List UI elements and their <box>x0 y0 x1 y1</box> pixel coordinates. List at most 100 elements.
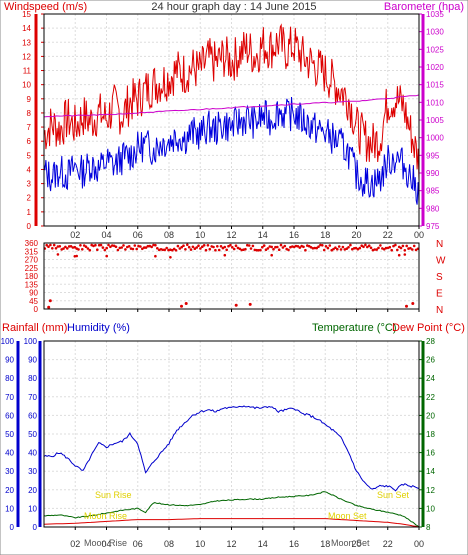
direction-point <box>298 246 302 249</box>
direction-outlier-point <box>405 304 408 308</box>
temp-tick-label: 26 <box>426 356 435 365</box>
wind-plot-ticks: 0123456789101112131415975980985990995100… <box>22 10 444 240</box>
humidity-tick-label: 10 <box>28 504 37 513</box>
direction-point <box>390 248 394 252</box>
direction-point <box>322 248 326 252</box>
direction-point <box>178 247 182 250</box>
x-tick-label: 14 <box>258 230 268 240</box>
right-tick-label: 1015 <box>426 81 444 90</box>
direction-tick-label: 360 <box>25 239 39 248</box>
direction-point <box>412 244 416 248</box>
direction-outlier-point <box>48 299 52 303</box>
direction-point <box>54 247 58 250</box>
direction-point <box>264 248 268 251</box>
x-tick-label: 04 <box>101 539 111 549</box>
direction-point <box>354 246 358 250</box>
direction-tick-label: 45 <box>29 297 38 306</box>
left-tick-label: 1 <box>27 208 32 217</box>
direction-point <box>225 248 228 252</box>
direction-point <box>69 245 73 248</box>
x-tick-label: 00 <box>414 230 424 240</box>
left-tick-label: 8 <box>27 109 32 118</box>
direction-tick-label: 270 <box>25 256 39 265</box>
direction-point <box>379 244 382 247</box>
chart-title: 24 hour graph day : 14 June 2015 <box>151 1 316 13</box>
direction-point <box>367 244 371 247</box>
direction-point <box>124 248 127 251</box>
direction-point <box>150 245 153 249</box>
humidity-tick-label: 30 <box>28 467 37 476</box>
direction-point <box>88 248 92 252</box>
compass-label: S <box>436 272 443 283</box>
direction-point <box>81 248 84 251</box>
right-tick-label: 1000 <box>426 134 444 143</box>
direction-point <box>257 249 260 252</box>
direction-point <box>187 245 191 249</box>
direction-point <box>101 246 105 249</box>
right-tick-label: 1005 <box>426 116 444 125</box>
direction-point <box>409 246 412 250</box>
direction-point <box>171 248 174 252</box>
direction-point <box>266 247 270 250</box>
direction-point <box>199 247 202 250</box>
direction-point <box>373 248 377 251</box>
x-tick-label: 10 <box>195 539 205 549</box>
right-tick-label: 990 <box>426 169 440 178</box>
direction-point <box>135 247 138 251</box>
moon-rise-axis-label: Moon Rise <box>84 538 127 548</box>
direction-tick-label: 90 <box>29 289 38 298</box>
direction-point <box>364 243 367 247</box>
humidity-tick-label: 0 <box>33 523 38 532</box>
left-tick-label: 2 <box>27 194 32 203</box>
direction-point <box>142 246 146 249</box>
wind-plot-series <box>43 23 420 205</box>
rain-tick-label: 0 <box>10 523 15 532</box>
direction-outlier-point <box>180 304 183 308</box>
x-tick-label: 08 <box>164 230 174 240</box>
moon-rise-label: Moon Rise <box>84 511 127 521</box>
temperature-series-line <box>43 491 420 528</box>
rain-tick-label: 20 <box>5 486 14 495</box>
direction-point <box>154 243 157 247</box>
compass-label: E <box>436 289 443 300</box>
direction-point <box>52 243 56 247</box>
direction-point <box>232 247 236 251</box>
direction-point <box>154 254 157 258</box>
direction-point <box>362 245 365 249</box>
direction-point <box>274 245 277 249</box>
rain-tick-label: 40 <box>5 449 14 458</box>
direction-point <box>133 244 137 247</box>
direction-tick-label: 0 <box>34 305 39 314</box>
direction-point <box>197 244 200 247</box>
left-tick-label: 12 <box>22 52 31 61</box>
x-tick-label: 18 <box>320 539 330 549</box>
humidity-tick-label: 90 <box>28 356 37 365</box>
direction-plot-frame <box>43 242 420 310</box>
direction-point <box>114 245 118 249</box>
rain-tick-label: 30 <box>5 467 14 476</box>
direction-point <box>169 255 172 259</box>
rain-tick-label: 100 <box>1 337 15 346</box>
moon-set-label: Moon Set <box>328 511 367 521</box>
humidity-tick-label: 100 <box>24 337 38 346</box>
direction-point <box>62 247 65 250</box>
temp-tick-label: 18 <box>426 430 435 439</box>
humidity-tick-label: 80 <box>28 374 37 383</box>
direction-point <box>186 243 189 247</box>
direction-point <box>180 245 183 249</box>
temp-tick-label: 22 <box>426 393 435 402</box>
direction-point <box>214 248 217 252</box>
direction-point <box>272 247 275 251</box>
direction-point <box>341 245 345 249</box>
direction-point <box>202 244 206 247</box>
direction-point <box>369 246 373 250</box>
right-tick-label: 975 <box>426 222 440 231</box>
x-tick-label: 04 <box>101 230 111 240</box>
direction-point <box>287 248 290 252</box>
dewpoint-axis-title: Dew Point (°C) <box>392 322 465 334</box>
direction-tick-label: 315 <box>25 247 39 256</box>
direction-point <box>349 243 352 247</box>
direction-point <box>403 249 407 252</box>
direction-point <box>375 248 379 251</box>
